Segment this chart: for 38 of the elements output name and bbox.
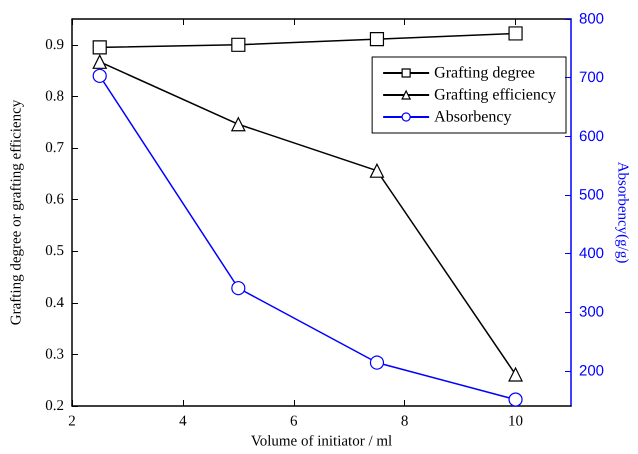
point <box>92 54 107 69</box>
point <box>508 392 523 407</box>
legend-label: Grafting efficiency <box>434 86 556 104</box>
y-tick-label: 0.8 <box>45 88 64 104</box>
point <box>231 281 246 296</box>
x-tick-label: 8 <box>400 414 408 430</box>
y2-tick-label: 600 <box>579 128 604 145</box>
y-tick-label: 0.3 <box>45 346 64 362</box>
y2-tick-label: 500 <box>579 186 604 204</box>
point <box>92 68 107 83</box>
point <box>231 117 246 132</box>
y-tick-label: 0.6 <box>45 192 64 208</box>
legend-label: Grafting degree <box>434 64 535 82</box>
point <box>231 38 246 52</box>
y-tick-label: 0.2 <box>45 398 64 414</box>
x-tick-label: 4 <box>179 414 188 430</box>
point <box>508 367 523 382</box>
legend-label: Absorbency <box>434 108 512 126</box>
y2-tick-label: 200 <box>579 362 604 380</box>
y-tick-label: 0.9 <box>45 36 64 53</box>
x-tick-label: 10 <box>508 414 524 430</box>
y2-tick-label: 800 <box>579 10 604 28</box>
y-tick-label: 0.4 <box>45 294 64 311</box>
y2-tick-label: 400 <box>579 245 604 262</box>
y2-tick-label: 700 <box>579 69 604 86</box>
y-tick-label: 0.5 <box>45 243 64 260</box>
x-tick-label: 2 <box>68 414 76 430</box>
y2-axis-title: Absorbency(g/g) <box>614 162 630 264</box>
y2-tick-label: 300 <box>579 304 604 321</box>
y-axis-title: Grafting degree or grafting efficiency <box>8 99 24 326</box>
point <box>370 356 384 370</box>
x-axis-title: Volume of initiator / ml <box>250 434 392 450</box>
x-tick-label: 6 <box>290 414 298 430</box>
point <box>92 40 107 54</box>
point <box>370 32 384 46</box>
point <box>508 26 523 41</box>
point <box>370 164 384 178</box>
y-tick-label: 0.7 <box>45 140 64 156</box>
